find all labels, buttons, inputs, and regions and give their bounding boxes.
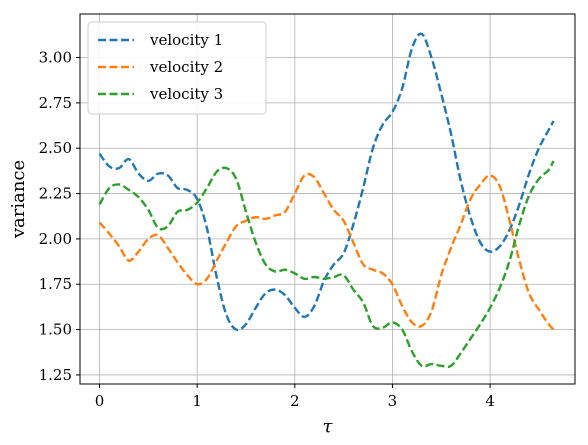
legend: velocity 1 velocity 2 velocity 3	[87, 21, 267, 115]
x-tick-label: 3	[388, 392, 398, 410]
legend-label: velocity 3	[149, 85, 223, 103]
y-tick-label: 1.50	[39, 321, 72, 339]
y-tick-label: 2.75	[39, 94, 72, 112]
x-tick-label: 0	[95, 392, 105, 410]
axis-ticks: 0 1 2 3 4 1.25 1.50 1.75 2.00 2.25 2.50 2.75 3.00	[39, 49, 495, 410]
series-line-velocity-3	[98, 160, 555, 369]
legend-box	[87, 21, 267, 115]
plot-frame	[79, 13, 576, 385]
y-tick-label: 1.75	[39, 275, 72, 293]
x-tick-label: 1	[192, 392, 202, 410]
y-tick-label: 3.00	[39, 49, 72, 67]
y-tick-label: 1.25	[39, 366, 72, 384]
y-tick-label: 2.50	[39, 139, 72, 157]
x-axis-label: τ	[323, 416, 334, 437]
legend-label: velocity 1	[149, 31, 223, 49]
y-tick-label: 2.25	[39, 185, 72, 203]
legend-label: velocity 2	[149, 58, 223, 76]
x-tick-label: 4	[485, 392, 495, 410]
y-tick-label: 2.00	[39, 230, 72, 248]
y-axis-label: variance	[8, 160, 29, 239]
series-line-velocity-2	[98, 172, 555, 331]
series-lines	[98, 32, 555, 369]
series-line-velocity-1	[98, 32, 555, 332]
x-tick-label: 2	[290, 392, 300, 410]
